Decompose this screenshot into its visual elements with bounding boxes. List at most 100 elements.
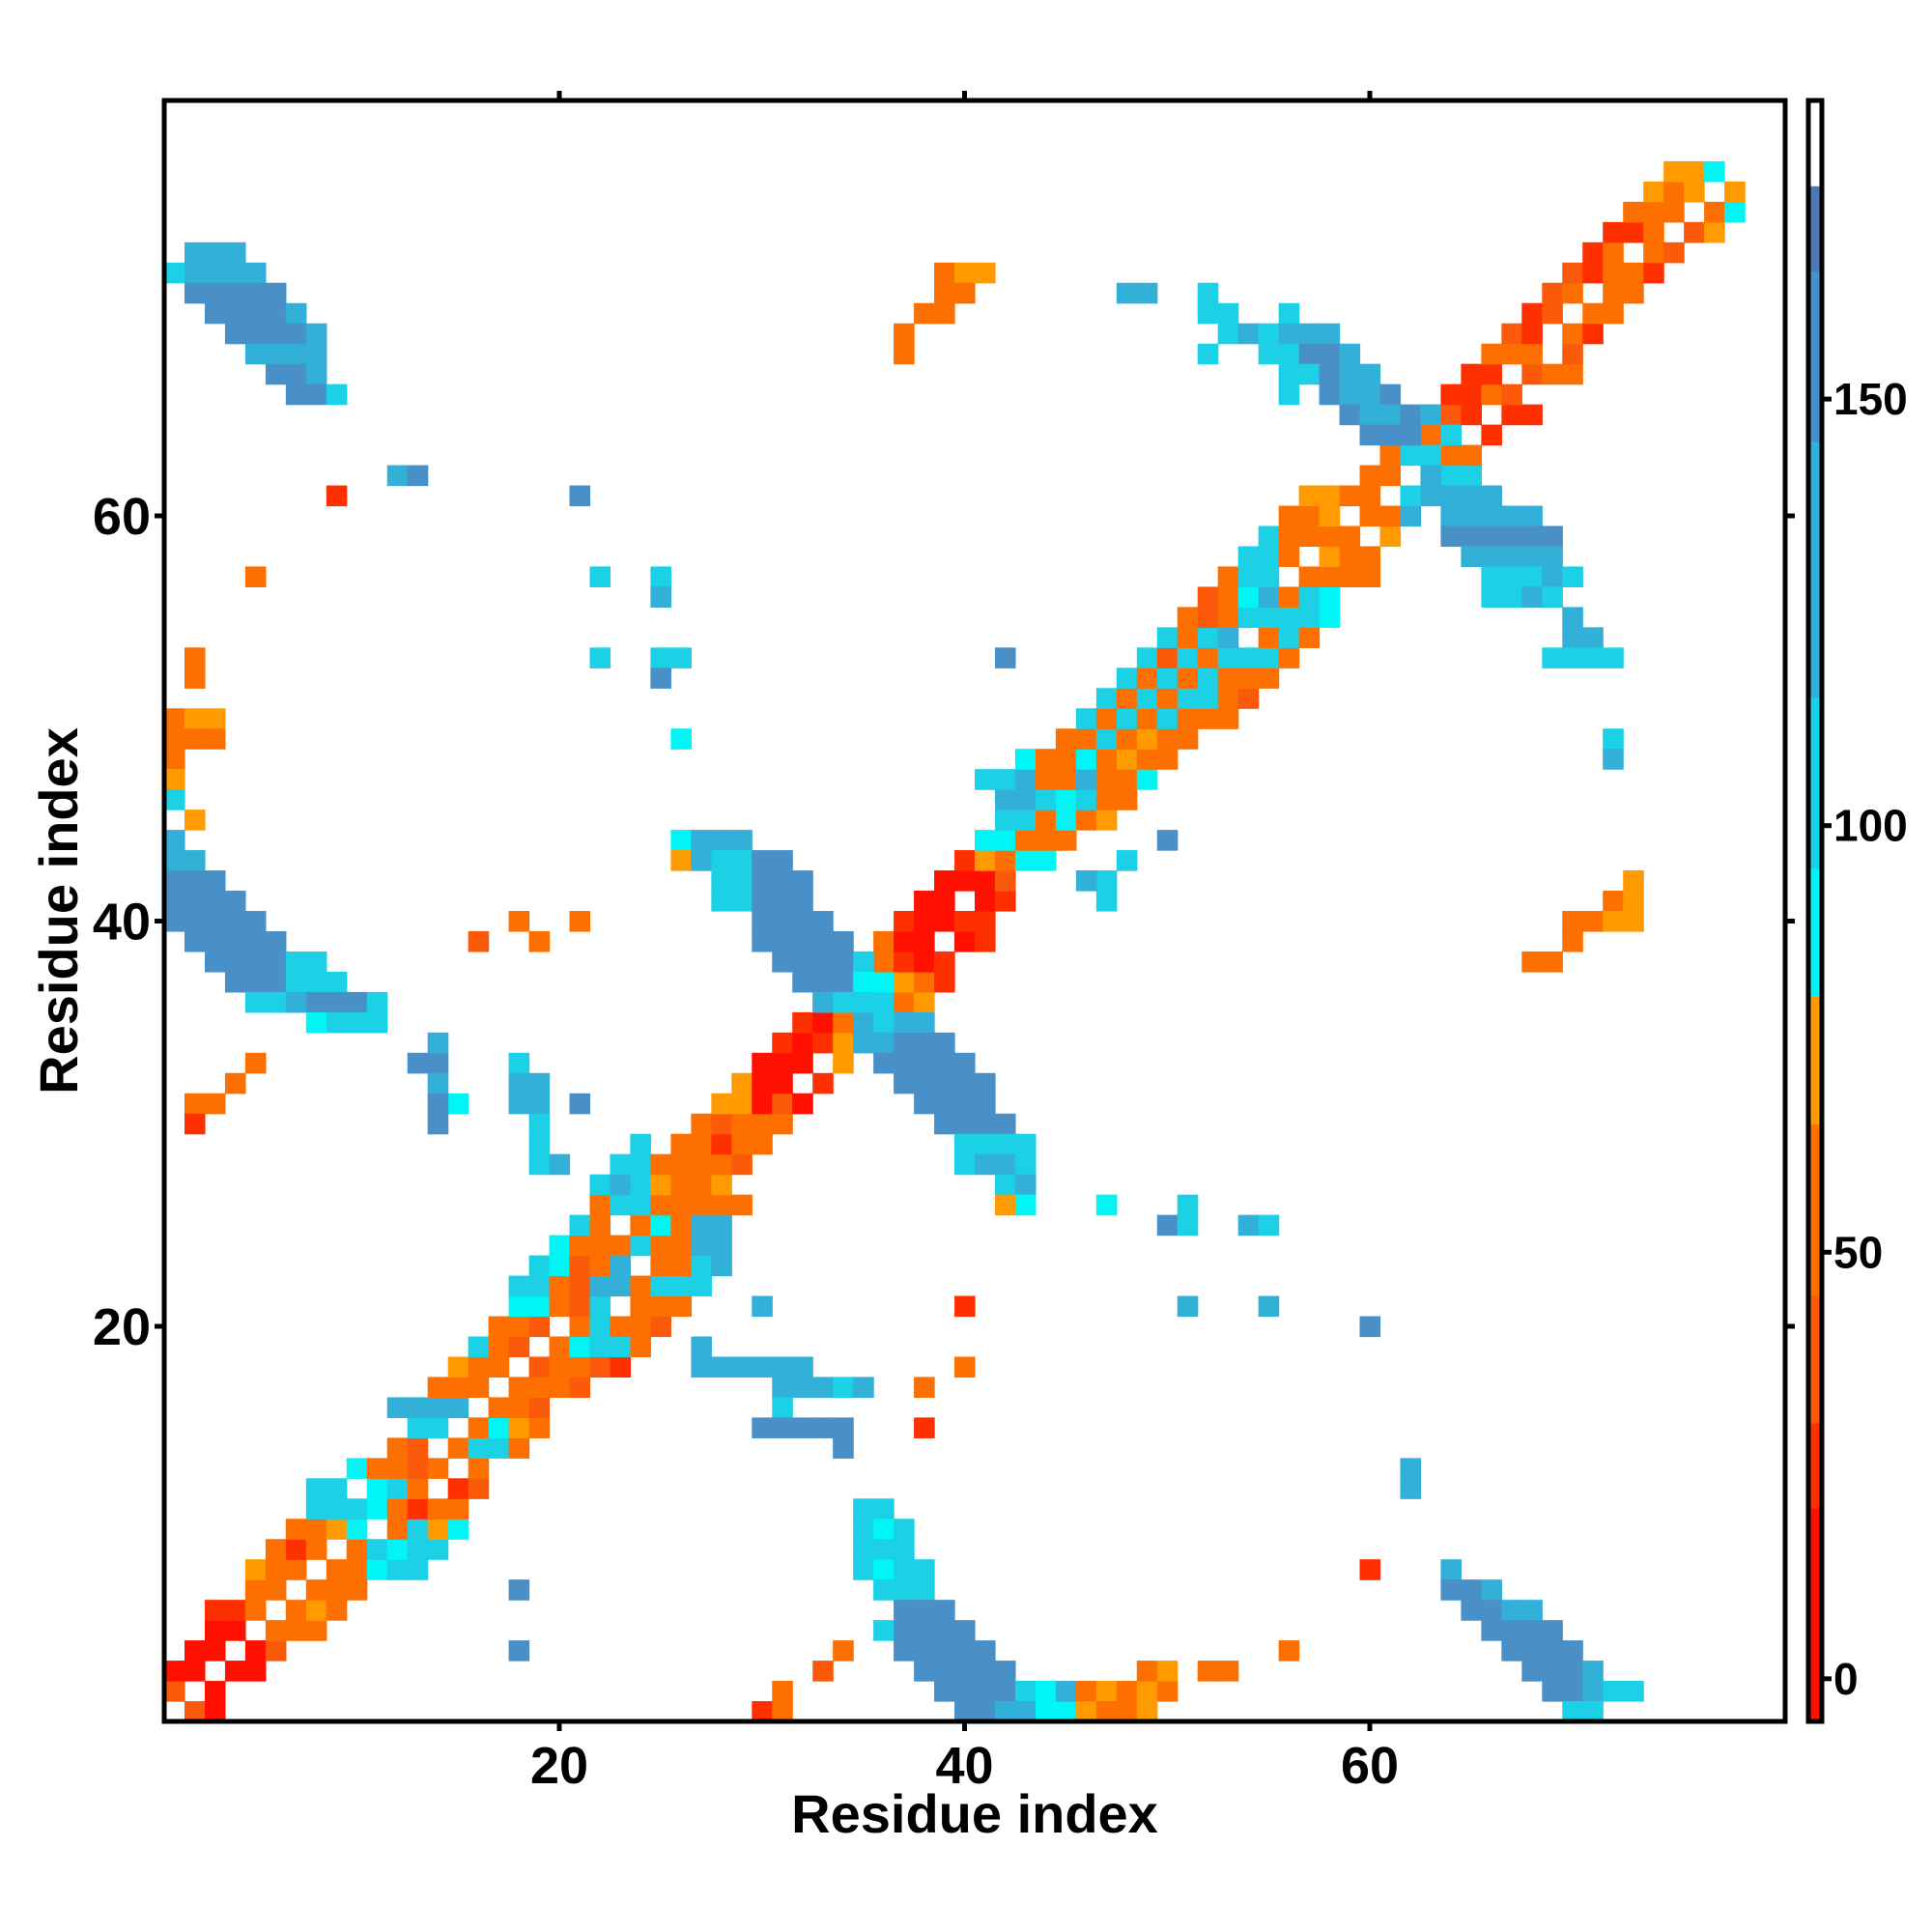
heatmap-cell: [1582, 647, 1604, 668]
heatmap-cell: [894, 343, 915, 365]
heatmap-cell: [1603, 302, 1624, 325]
heatmap-cell: [1237, 668, 1260, 689]
heatmap-cell: [711, 1174, 732, 1196]
heatmap-cell: [305, 363, 327, 385]
heatmap-cell: [1562, 1640, 1583, 1662]
heatmap-cell: [1177, 1194, 1199, 1216]
heatmap-cell: [954, 1153, 976, 1176]
heatmap-cell: [1298, 586, 1321, 608]
heatmap-cell: [894, 1011, 915, 1034]
heatmap-cell: [1461, 1600, 1482, 1621]
heatmap-cell: [305, 1478, 327, 1499]
heatmap-cell: [853, 1377, 874, 1398]
heatmap-cell: [1643, 181, 1664, 203]
heatmap-cell: [873, 1579, 895, 1601]
heatmap-cell: [1603, 282, 1624, 304]
heatmap-cell: [752, 1295, 773, 1318]
heatmap-cell: [1278, 526, 1300, 548]
heatmap-cell: [1521, 1600, 1543, 1621]
heatmap-cell: [1582, 1661, 1604, 1682]
heatmap-cell: [184, 708, 206, 729]
heatmap-cell: [975, 870, 996, 892]
heatmap-cell: [752, 1052, 773, 1074]
heatmap-cell: [894, 991, 915, 1013]
heatmap-cell: [691, 1356, 712, 1378]
heatmap-cell: [934, 1032, 955, 1054]
heatmap-cell: [1258, 627, 1280, 648]
heatmap-cell: [1136, 282, 1158, 304]
heatmap-cell: [1501, 566, 1522, 587]
heatmap-cell: [1075, 728, 1097, 750]
heatmap-cell: [1643, 242, 1664, 264]
heatmap-cell: [305, 1579, 327, 1601]
heatmap-cell: [488, 1336, 510, 1358]
heatmap-cell: [934, 1072, 955, 1094]
heatmap-cell: [1521, 566, 1543, 587]
heatmap-cell: [508, 1377, 530, 1398]
heatmap-cell: [1501, 323, 1522, 345]
heatmap-cell: [508, 1417, 530, 1438]
heatmap-cell: [610, 1316, 632, 1338]
heatmap-cell: [589, 1275, 611, 1297]
heatmap-cell: [569, 1356, 591, 1378]
heatmap-cell: [1035, 749, 1057, 770]
heatmap-cell: [1197, 627, 1219, 648]
heatmap-cell: [994, 1174, 1016, 1196]
heatmap-cell: [1582, 627, 1604, 648]
heatmap-cell: [975, 1093, 996, 1115]
heatmap-cell: [488, 1417, 510, 1438]
heatmap-cell: [1440, 1579, 1463, 1601]
heatmap-cell: [1521, 363, 1543, 385]
heatmap-cell: [366, 991, 388, 1013]
heatmap-cell: [1116, 1701, 1138, 1722]
heatmap-cell: [610, 1356, 632, 1378]
heatmap-cell: [1136, 749, 1158, 770]
heatmap-cell: [792, 911, 813, 932]
heatmap-cell: [691, 1214, 712, 1236]
heatmap-cell: [691, 1133, 712, 1155]
heatmap-cell: [184, 850, 206, 871]
heatmap-cell: [1582, 262, 1604, 284]
heatmap-cell: [1035, 789, 1057, 810]
heatmap-cell: [1521, 1640, 1543, 1662]
heatmap-cell: [1400, 505, 1422, 527]
heatmap-cell: [934, 1093, 955, 1115]
heatmap-cell: [1582, 1701, 1604, 1722]
heatmap-cell: [1379, 444, 1402, 467]
heatmap-cell: [204, 302, 226, 325]
heatmap-cell: [894, 1072, 915, 1094]
heatmap-cell: [994, 1681, 1016, 1702]
heatmap-cell: [670, 1194, 692, 1216]
heatmap-cell: [184, 668, 206, 689]
heatmap-cell: [691, 830, 712, 851]
heatmap-cell: [549, 1336, 571, 1358]
colorbar-tick-label: 100: [1833, 801, 1908, 851]
heatmap-cell: [386, 1498, 409, 1520]
heatmap-cell: [164, 708, 185, 729]
heatmap-cell: [224, 282, 246, 304]
heatmap-cell: [772, 1356, 793, 1378]
heatmap-cell: [772, 1377, 793, 1398]
heatmap-cell: [1095, 870, 1118, 892]
heatmap-cell: [204, 930, 226, 952]
heatmap-cell: [1095, 1194, 1118, 1216]
heatmap-cell: [488, 1437, 510, 1459]
heatmap-cell: [1440, 505, 1463, 527]
heatmap-cell: [1136, 688, 1158, 709]
heatmap-cell: [1197, 282, 1219, 304]
heatmap-cell: [1319, 343, 1341, 365]
heatmap-cell: [711, 1153, 732, 1176]
heatmap-cell: [954, 1661, 976, 1682]
heatmap-cell: [812, 1661, 834, 1682]
heatmap-cell: [184, 1701, 206, 1722]
heatmap-cell: [954, 1113, 976, 1135]
heatmap-cell: [346, 1458, 368, 1479]
heatmap-cell: [1014, 1701, 1037, 1722]
heatmap-cell: [1461, 465, 1482, 487]
heatmap-cell: [1420, 404, 1442, 426]
heatmap-cell: [1319, 363, 1341, 385]
heatmap-cell: [853, 1559, 874, 1580]
heatmap-cell: [1217, 688, 1239, 709]
heatmap-cell: [1055, 1681, 1077, 1702]
heatmap-cell: [934, 870, 955, 892]
